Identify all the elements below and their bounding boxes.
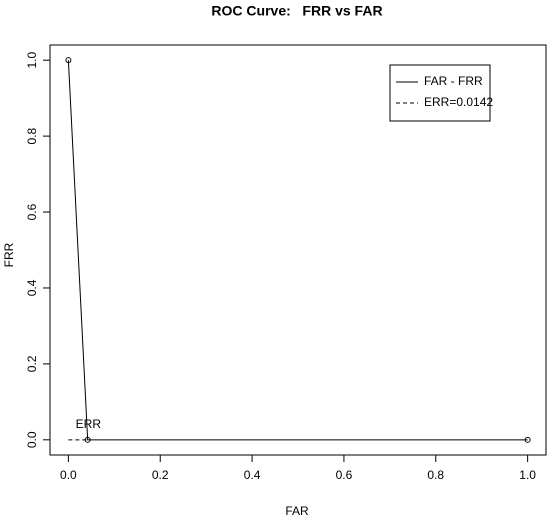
y-tick-label: 0.2 <box>25 355 39 372</box>
y-tick-label: 0.4 <box>25 279 39 296</box>
x-tick-label: 0.4 <box>244 468 261 482</box>
legend-label: FAR - FRR <box>424 74 483 88</box>
x-tick-label: 0.2 <box>152 468 169 482</box>
x-tick-label: 0.8 <box>427 468 444 482</box>
chart-title: ROC Curve: FRR vs FAR <box>211 3 382 19</box>
series-line <box>67 60 528 441</box>
y-tick-label: 0.0 <box>25 431 39 448</box>
point <box>524 436 531 443</box>
plot-frame <box>49 44 547 456</box>
y-tick-label: 0.8 <box>25 127 39 144</box>
annotation: ERR <box>76 417 102 431</box>
x-tick-label: 0.6 <box>336 468 353 482</box>
x-tick-label: 1.0 <box>519 468 536 482</box>
point <box>65 57 72 64</box>
legend-label: ERR=0.0142 <box>424 95 493 109</box>
y-tick-label: 0.6 <box>25 203 39 220</box>
x-axis-label: FAR <box>285 504 309 518</box>
x-tick-label: 0.0 <box>60 468 77 482</box>
legend-box <box>389 64 491 122</box>
y-tick-label: 1.0 <box>25 52 39 69</box>
y-axis-label: FRR <box>2 242 16 267</box>
